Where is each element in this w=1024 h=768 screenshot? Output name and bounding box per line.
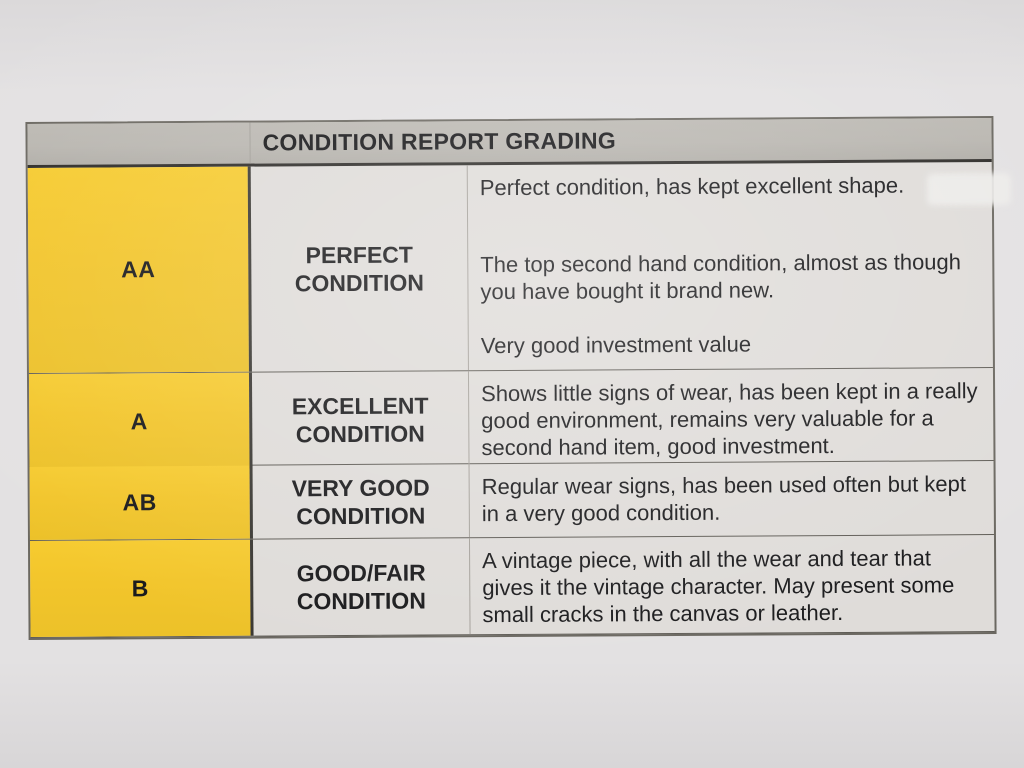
grade-label: A xyxy=(130,407,148,434)
grade-row-aa: AA PERFECT CONDITION Perfect condition, … xyxy=(27,162,993,374)
grade-row-a: A EXCELLENT CONDITION Shows little signs… xyxy=(28,368,994,470)
grade-cell: A xyxy=(28,372,253,470)
condition-cell: PERFECT CONDITION xyxy=(250,165,469,372)
condition-label: VERY GOOD CONDITION xyxy=(291,473,430,529)
description-cell: Shows little signs of wear, has been kep… xyxy=(469,368,994,467)
header-title-cell: CONDITION REPORT GRADING xyxy=(250,118,991,164)
grade-cell: B xyxy=(29,539,254,637)
description-cell: Perfect condition, has kept excellent sh… xyxy=(468,162,993,370)
header-spacer-cell xyxy=(27,122,251,165)
description-paragraph: A vintage piece, with all the wear and t… xyxy=(482,545,955,628)
description-paragraph: Regular wear signs, has been used often … xyxy=(481,471,967,527)
description-paragraph: The top second hand condition, almost as… xyxy=(480,249,962,305)
condition-cell: GOOD/FAIR CONDITION xyxy=(252,538,471,636)
description-cell: Regular wear signs, has been used often … xyxy=(470,461,994,537)
condition-label: PERFECT CONDITION xyxy=(294,241,425,296)
condition-label: EXCELLENT CONDITION xyxy=(291,392,429,448)
condition-cell: VERY GOOD CONDITION xyxy=(252,464,470,539)
grade-cell: AA xyxy=(27,166,252,373)
grade-label: AB xyxy=(122,489,157,516)
table-header-row: CONDITION REPORT GRADING xyxy=(27,118,992,168)
description-paragraph: Perfect condition, has kept excellent sh… xyxy=(479,172,905,201)
description-cell: A vintage piece, with all the wear and t… xyxy=(470,535,995,634)
table-title: CONDITION REPORT GRADING xyxy=(262,127,617,156)
condition-cell: EXCELLENT CONDITION xyxy=(251,371,470,469)
grade-row-b: B GOOD/FAIR CONDITION A vintage piece, w… xyxy=(29,535,995,638)
grade-cell: AB xyxy=(29,465,253,540)
grade-label: AA xyxy=(121,256,156,283)
description-paragraph: Shows little signs of wear, has been kep… xyxy=(481,378,978,461)
condition-label: GOOD/FAIR CONDITION xyxy=(296,559,426,615)
condition-grading-table: CONDITION REPORT GRADING AA PERFECT COND… xyxy=(25,116,1011,640)
grade-row-ab: AB VERY GOOD CONDITION Regular wear sign… xyxy=(29,461,994,541)
description-paragraph: Very good investment value xyxy=(480,331,752,359)
grade-label: B xyxy=(131,574,149,601)
